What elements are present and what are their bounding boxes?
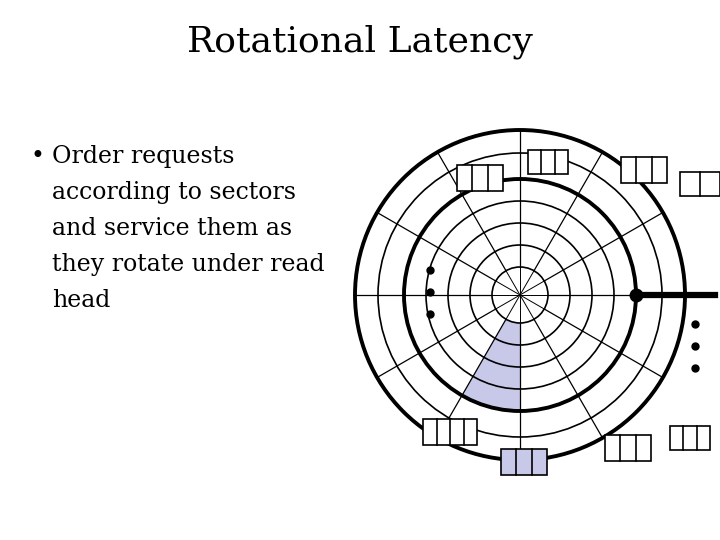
Text: according to sectors: according to sectors bbox=[52, 181, 296, 204]
Bar bbox=[501, 449, 547, 475]
Bar bbox=[621, 157, 667, 183]
Bar bbox=[528, 150, 568, 174]
Bar bbox=[680, 172, 720, 196]
Wedge shape bbox=[473, 357, 520, 389]
Text: Rotational Latency: Rotational Latency bbox=[187, 25, 533, 59]
Wedge shape bbox=[495, 319, 520, 345]
Bar bbox=[605, 435, 651, 461]
Text: Order requests: Order requests bbox=[52, 145, 235, 168]
Bar bbox=[457, 165, 503, 191]
Text: head: head bbox=[52, 289, 110, 312]
Bar bbox=[670, 426, 710, 450]
Text: they rotate under read: they rotate under read bbox=[52, 253, 325, 276]
Text: and service them as: and service them as bbox=[52, 217, 292, 240]
Text: •: • bbox=[30, 145, 44, 168]
Wedge shape bbox=[484, 338, 520, 367]
Bar bbox=[423, 419, 477, 445]
Wedge shape bbox=[462, 376, 520, 411]
